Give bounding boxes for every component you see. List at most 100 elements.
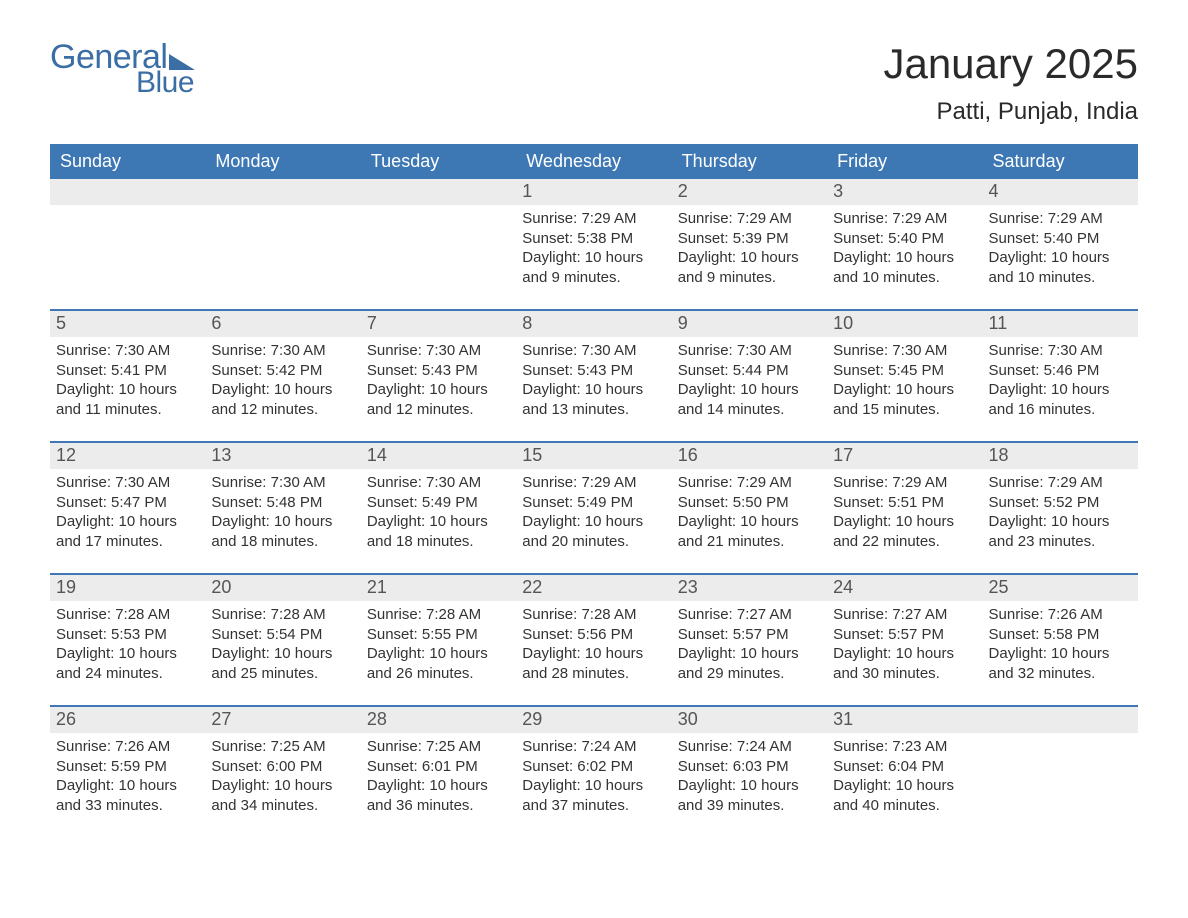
sunset-text: Sunset: 6:02 PM bbox=[522, 757, 665, 777]
calendar-cell: 14Sunrise: 7:30 AMSunset: 5:49 PMDayligh… bbox=[361, 441, 516, 573]
daylight-text: Daylight: 10 hours and 17 minutes. bbox=[56, 512, 199, 551]
daylight-text: Daylight: 10 hours and 39 minutes. bbox=[678, 776, 821, 815]
daylight-text: Daylight: 10 hours and 11 minutes. bbox=[56, 380, 199, 419]
day-number: 19 bbox=[50, 575, 205, 601]
sunrise-text: Sunrise: 7:30 AM bbox=[989, 341, 1132, 361]
day-body: Sunrise: 7:29 AMSunset: 5:40 PMDaylight:… bbox=[983, 205, 1138, 287]
sunrise-text: Sunrise: 7:29 AM bbox=[989, 473, 1132, 493]
day-body: Sunrise: 7:27 AMSunset: 5:57 PMDaylight:… bbox=[827, 601, 982, 683]
sunrise-text: Sunrise: 7:29 AM bbox=[522, 473, 665, 493]
day-number: 16 bbox=[672, 443, 827, 469]
sunrise-text: Sunrise: 7:30 AM bbox=[367, 473, 510, 493]
day-body bbox=[205, 205, 360, 209]
day-body: Sunrise: 7:23 AMSunset: 6:04 PMDaylight:… bbox=[827, 733, 982, 815]
day-header: Thursday bbox=[672, 144, 827, 179]
sunrise-text: Sunrise: 7:29 AM bbox=[522, 209, 665, 229]
day-number: 25 bbox=[983, 575, 1138, 601]
day-body: Sunrise: 7:29 AMSunset: 5:50 PMDaylight:… bbox=[672, 469, 827, 551]
day-header: Sunday bbox=[50, 144, 205, 179]
daylight-text: Daylight: 10 hours and 36 minutes. bbox=[367, 776, 510, 815]
sunrise-text: Sunrise: 7:30 AM bbox=[678, 341, 821, 361]
sunrise-text: Sunrise: 7:29 AM bbox=[833, 473, 976, 493]
sunrise-text: Sunrise: 7:23 AM bbox=[833, 737, 976, 757]
daylight-text: Daylight: 10 hours and 29 minutes. bbox=[678, 644, 821, 683]
day-body bbox=[983, 733, 1138, 737]
daylight-text: Daylight: 10 hours and 18 minutes. bbox=[211, 512, 354, 551]
daylight-text: Daylight: 10 hours and 21 minutes. bbox=[678, 512, 821, 551]
daylight-text: Daylight: 10 hours and 33 minutes. bbox=[56, 776, 199, 815]
day-number: 20 bbox=[205, 575, 360, 601]
sunrise-text: Sunrise: 7:28 AM bbox=[522, 605, 665, 625]
sunset-text: Sunset: 6:03 PM bbox=[678, 757, 821, 777]
sunset-text: Sunset: 5:57 PM bbox=[833, 625, 976, 645]
sunset-text: Sunset: 5:40 PM bbox=[989, 229, 1132, 249]
day-number: 24 bbox=[827, 575, 982, 601]
calendar: SundayMondayTuesdayWednesdayThursdayFrid… bbox=[50, 144, 1138, 837]
calendar-cell bbox=[205, 179, 360, 309]
day-body: Sunrise: 7:30 AMSunset: 5:45 PMDaylight:… bbox=[827, 337, 982, 419]
calendar-cell: 30Sunrise: 7:24 AMSunset: 6:03 PMDayligh… bbox=[672, 705, 827, 837]
day-header: Tuesday bbox=[361, 144, 516, 179]
calendar-cell: 24Sunrise: 7:27 AMSunset: 5:57 PMDayligh… bbox=[827, 573, 982, 705]
calendar-cell: 23Sunrise: 7:27 AMSunset: 5:57 PMDayligh… bbox=[672, 573, 827, 705]
sunrise-text: Sunrise: 7:30 AM bbox=[522, 341, 665, 361]
day-body: Sunrise: 7:29 AMSunset: 5:49 PMDaylight:… bbox=[516, 469, 671, 551]
sunset-text: Sunset: 5:43 PM bbox=[367, 361, 510, 381]
day-number: 3 bbox=[827, 179, 982, 205]
daylight-text: Daylight: 10 hours and 18 minutes. bbox=[367, 512, 510, 551]
sunset-text: Sunset: 5:52 PM bbox=[989, 493, 1132, 513]
sunset-text: Sunset: 5:38 PM bbox=[522, 229, 665, 249]
calendar-cell: 17Sunrise: 7:29 AMSunset: 5:51 PMDayligh… bbox=[827, 441, 982, 573]
day-number: 14 bbox=[361, 443, 516, 469]
day-body bbox=[50, 205, 205, 209]
sunset-text: Sunset: 5:46 PM bbox=[989, 361, 1132, 381]
sunrise-text: Sunrise: 7:24 AM bbox=[522, 737, 665, 757]
sunrise-text: Sunrise: 7:30 AM bbox=[833, 341, 976, 361]
day-number: 21 bbox=[361, 575, 516, 601]
sunset-text: Sunset: 5:39 PM bbox=[678, 229, 821, 249]
day-body: Sunrise: 7:30 AMSunset: 5:46 PMDaylight:… bbox=[983, 337, 1138, 419]
calendar-cell: 12Sunrise: 7:30 AMSunset: 5:47 PMDayligh… bbox=[50, 441, 205, 573]
day-number: 12 bbox=[50, 443, 205, 469]
daylight-text: Daylight: 10 hours and 24 minutes. bbox=[56, 644, 199, 683]
sunset-text: Sunset: 5:59 PM bbox=[56, 757, 199, 777]
daylight-text: Daylight: 10 hours and 12 minutes. bbox=[211, 380, 354, 419]
daylight-text: Daylight: 10 hours and 10 minutes. bbox=[833, 248, 976, 287]
sunrise-text: Sunrise: 7:29 AM bbox=[833, 209, 976, 229]
logo: General Blue bbox=[50, 40, 195, 98]
daylight-text: Daylight: 10 hours and 16 minutes. bbox=[989, 380, 1132, 419]
day-number: 1 bbox=[516, 179, 671, 205]
day-number: 28 bbox=[361, 707, 516, 733]
calendar-cell bbox=[50, 179, 205, 309]
calendar-cell: 2Sunrise: 7:29 AMSunset: 5:39 PMDaylight… bbox=[672, 179, 827, 309]
daylight-text: Daylight: 10 hours and 37 minutes. bbox=[522, 776, 665, 815]
calendar-cell bbox=[361, 179, 516, 309]
day-header: Friday bbox=[827, 144, 982, 179]
day-body: Sunrise: 7:28 AMSunset: 5:56 PMDaylight:… bbox=[516, 601, 671, 683]
day-header: Wednesday bbox=[516, 144, 671, 179]
day-number: 2 bbox=[672, 179, 827, 205]
day-body: Sunrise: 7:30 AMSunset: 5:44 PMDaylight:… bbox=[672, 337, 827, 419]
calendar-cell: 20Sunrise: 7:28 AMSunset: 5:54 PMDayligh… bbox=[205, 573, 360, 705]
day-number: 4 bbox=[983, 179, 1138, 205]
sunset-text: Sunset: 5:48 PM bbox=[211, 493, 354, 513]
day-body: Sunrise: 7:30 AMSunset: 5:49 PMDaylight:… bbox=[361, 469, 516, 551]
sunrise-text: Sunrise: 7:24 AM bbox=[678, 737, 821, 757]
day-body: Sunrise: 7:29 AMSunset: 5:52 PMDaylight:… bbox=[983, 469, 1138, 551]
calendar-cell: 29Sunrise: 7:24 AMSunset: 6:02 PMDayligh… bbox=[516, 705, 671, 837]
calendar-cell: 4Sunrise: 7:29 AMSunset: 5:40 PMDaylight… bbox=[983, 179, 1138, 309]
sunrise-text: Sunrise: 7:30 AM bbox=[56, 473, 199, 493]
sunrise-text: Sunrise: 7:26 AM bbox=[56, 737, 199, 757]
daylight-text: Daylight: 10 hours and 30 minutes. bbox=[833, 644, 976, 683]
calendar-cell: 26Sunrise: 7:26 AMSunset: 5:59 PMDayligh… bbox=[50, 705, 205, 837]
day-body: Sunrise: 7:28 AMSunset: 5:55 PMDaylight:… bbox=[361, 601, 516, 683]
sunrise-text: Sunrise: 7:30 AM bbox=[56, 341, 199, 361]
day-body: Sunrise: 7:30 AMSunset: 5:43 PMDaylight:… bbox=[361, 337, 516, 419]
daylight-text: Daylight: 10 hours and 22 minutes. bbox=[833, 512, 976, 551]
header: General Blue January 2025 Patti, Punjab,… bbox=[50, 40, 1138, 126]
month-title: January 2025 bbox=[883, 40, 1138, 88]
daylight-text: Daylight: 10 hours and 10 minutes. bbox=[989, 248, 1132, 287]
sunset-text: Sunset: 5:44 PM bbox=[678, 361, 821, 381]
sunrise-text: Sunrise: 7:25 AM bbox=[367, 737, 510, 757]
sunset-text: Sunset: 5:43 PM bbox=[522, 361, 665, 381]
